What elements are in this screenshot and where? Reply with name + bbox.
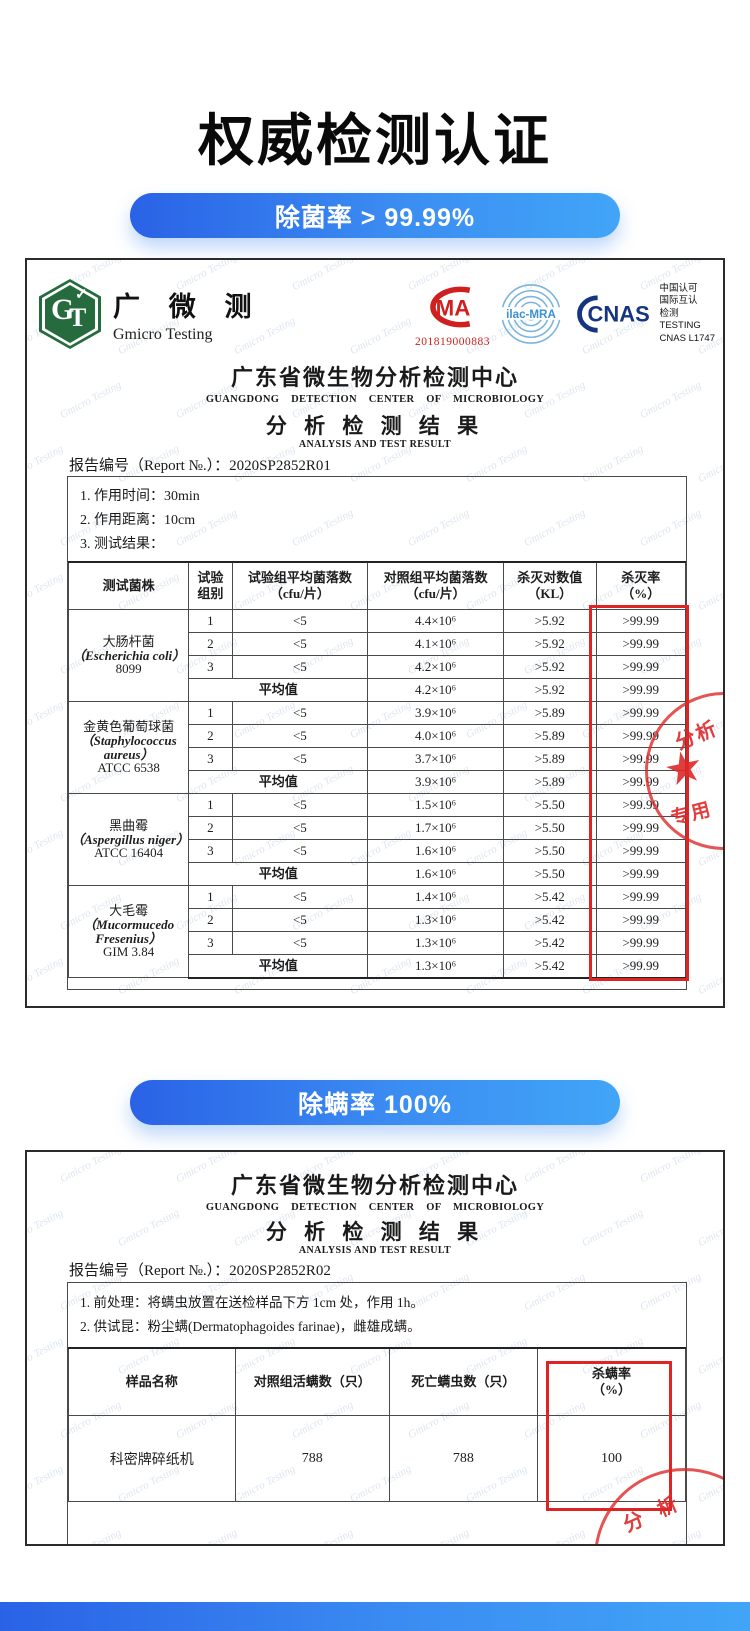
table-row: 2 <5 4.1×10⁶ >5.92 >99.99 <box>69 632 687 656</box>
col-mite-kill-rate: 杀螨率 （%） <box>536 1347 687 1416</box>
ilac-mra-mark-icon: ilac-MRA <box>500 284 561 344</box>
bottom-banner-partial <box>0 1602 750 1631</box>
col-dead-mites: 死亡螨虫数（只） <box>388 1347 538 1416</box>
col-control-live: 对照组活螨数（只） <box>234 1347 390 1416</box>
table-row: 黑曲霉 （Aspergillus niger） ATCC 16404 1 <5 … <box>67 793 687 886</box>
result-title-cn: 分 析 检 测 结 果 <box>265 414 485 438</box>
col-sample: 样品名称 <box>68 1347 236 1416</box>
col-group: 试验 组别 <box>188 561 233 610</box>
germ-table-wrap: 测试菌株 试验 组别 试验组平均菌落数 （cfu/片） 对照组平均菌落数 （cf… <box>67 561 689 981</box>
logo-letter-g: G <box>51 293 75 326</box>
table-row: 大肠杆菌 （Escherichia coli） 8099 1 <5 4.4×10… <box>67 609 687 702</box>
report-number-value: 2020SP2852R01 <box>229 458 331 474</box>
report-number-value: 2020SP2852R02 <box>229 1263 331 1279</box>
center-name-cn: 广东省微生物分析检测中心 <box>230 1173 519 1198</box>
condition-line: 2. 作用距离：10cm <box>80 513 196 528</box>
report-number-line: 报告编号（Report №.）：2020SP2852R01 <box>69 454 331 475</box>
table-avg-row: 平均值 1.6×10⁶ >5.50 >99.99 <box>69 862 687 886</box>
col-strain: 测试菌株 <box>67 561 190 610</box>
banner-mite-rate-label: 除螨率 100% <box>298 1090 452 1119</box>
cma-mark-icon: MA 201819000883 <box>413 281 493 348</box>
accreditation-text: 中国认可 国际互认 检测 TESTING CNAS L1747 <box>659 283 715 344</box>
logo-check-icon: ✓ <box>75 287 88 303</box>
condition-line: 3. 测试结果： <box>80 537 164 552</box>
col-control-avg: 对照组平均菌落数 （cfu/片） <box>367 561 504 610</box>
condition-line: 1. 作用时间：30min <box>80 489 200 504</box>
condition-line: 1. 前处理：将螨虫放置在送检样品下方 1cm 处，作用 1h。 <box>80 1295 424 1310</box>
banner-germ-rate: 除菌率 > 99.99% <box>130 193 620 238</box>
cnas-label: CNAS <box>587 302 649 327</box>
mite-test-table: 样品名称 对照组活螨数（只） 死亡螨虫数（只） 杀螨率 （%） 科密牌碎纸机 7… <box>68 1347 687 1502</box>
germ-test-table: 测试菌株 试验 组别 试验组平均菌落数 （cfu/片） 对照组平均菌落数 （cf… <box>67 561 687 979</box>
sample-name-cell: 科密牌碎纸机 <box>68 1415 236 1502</box>
stamp-star-icon: ★ <box>659 740 709 797</box>
ilac-label: ilac-MRA <box>506 308 556 321</box>
col-test-avg: 试验组平均菌落数 （cfu/片） <box>231 561 369 610</box>
report-number-line: 报告编号（Report №.）：2020SP2852R02 <box>69 1259 331 1280</box>
logo-letter-t: T <box>69 303 87 332</box>
table-row: 2 <5 4.0×10⁶ >5.89 >99.99 <box>69 724 687 748</box>
cnas-mark-icon: CNAS <box>576 295 649 333</box>
table-row: 2 <5 1.7×10⁶ >5.50 >99.99 <box>69 816 687 840</box>
result-title-cn: 分 析 检 测 结 果 <box>265 1220 485 1244</box>
strain-cell: 大毛霉 （Mucormucedo Fresenius） GIM 3.84 <box>67 885 190 978</box>
table-row: 大毛霉 （Mucormucedo Fresenius） GIM 3.84 1 <… <box>67 885 687 978</box>
table-row: 3 <5 4.2×10⁶ >5.92 >99.99 <box>69 655 687 679</box>
strain-cell: 金黄色葡萄球菌 （Staphylococcus aureus） ATCC 653… <box>67 701 190 794</box>
center-name-cn: 广东省微生物分析检测中心 <box>230 365 519 390</box>
result-title-en: ANALYSIS AND TEST RESULT <box>298 1245 452 1256</box>
condition-line: 2. 供试昆：粉尘螨(Dermatophagoides farinae)，雌雄成… <box>80 1319 421 1334</box>
lab-name-en: Gmicro Testing <box>113 325 213 343</box>
table-header-row: 测试菌株 试验 组别 试验组平均菌落数 （cfu/片） 对照组平均菌落数 （cf… <box>67 561 687 610</box>
strain-cell: 大肠杆菌 （Escherichia coli） 8099 <box>67 609 190 702</box>
gmicro-logo-icon: G T ✓ <box>39 279 101 349</box>
lab-logo-row: G T ✓ 广 微 测 Gmicro Testing MA 2018190008… <box>39 274 715 354</box>
test-conditions: 1. 作用时间：30min 2. 作用距离：10cm 3. 测试结果： <box>68 477 686 557</box>
test-conditions: 1. 前处理：将螨虫放置在送检样品下方 1cm 处，作用 1h。 2. 供试昆：… <box>68 1283 686 1339</box>
table-row: 3 <5 1.3×10⁶ >5.42 >99.99 <box>69 931 687 955</box>
lab-name-cn: 广 微 测 <box>113 291 263 322</box>
page-title: 权威检测认证 <box>198 108 552 172</box>
strain-cell: 黑曲霉 （Aspergillus niger） ATCC 16404 <box>67 793 190 886</box>
report-number-label: 报告编号（Report №.）： <box>69 458 230 474</box>
report-number-label: 报告编号（Report №.）： <box>69 1263 230 1279</box>
table-avg-row: 平均值 1.3×10⁶ >5.42 >99.99 <box>69 954 687 979</box>
cma-letters: MA <box>435 295 470 320</box>
mite-table-wrap: 样品名称 对照组活螨数（只） 死亡螨虫数（只） 杀螨率 （%） 科密牌碎纸机 7… <box>68 1347 687 1511</box>
result-title-en: ANALYSIS AND TEST RESULT <box>298 439 452 450</box>
test-result-box: 1. 作用时间：30min 2. 作用距离：10cm 3. 测试结果： 测试菌株… <box>67 476 689 990</box>
center-name-en: GUANGDONG DETECTION CENTER OF MICROBIOLO… <box>205 394 545 405</box>
cma-number: 201819000883 <box>415 335 491 348</box>
col-kill-log: 杀灭对数值 （KL） <box>502 561 597 610</box>
col-kill-rate: 杀灭率 （%） <box>595 561 687 610</box>
table-row: 3 <5 1.6×10⁶ >5.50 >99.99 <box>69 839 687 863</box>
certificate-mite-report: Gmicro Testing Gmicro Testing Gmicro Testi… <box>25 1150 725 1546</box>
certificate-germ-report: Gmicro Testing Gmicro Testing Gmicro Testi… <box>25 258 725 1008</box>
banner-germ-rate-label: 除菌率 > 99.99% <box>274 203 476 232</box>
banner-mite-rate: 除螨率 100% <box>130 1080 620 1125</box>
table-header-row: 样品名称 对照组活螨数（只） 死亡螨虫数（只） 杀螨率 （%） <box>68 1347 687 1416</box>
table-row: 科密牌碎纸机 788 788 100 <box>68 1415 687 1502</box>
center-name-en: GUANGDONG DETECTION CENTER OF MICROBIOLO… <box>205 1202 545 1213</box>
accreditation-marks: MA 201819000883 ilac-MRA CNAS <box>413 281 715 348</box>
table-row: 2 <5 1.3×10⁶ >5.42 >99.99 <box>69 908 687 932</box>
test-result-box: 1. 前处理：将螨虫放置在送检样品下方 1cm 处，作用 1h。 2. 供试昆：… <box>67 1282 687 1544</box>
table-row: 金黄色葡萄球菌 （Staphylococcus aureus） ATCC 653… <box>67 701 687 794</box>
